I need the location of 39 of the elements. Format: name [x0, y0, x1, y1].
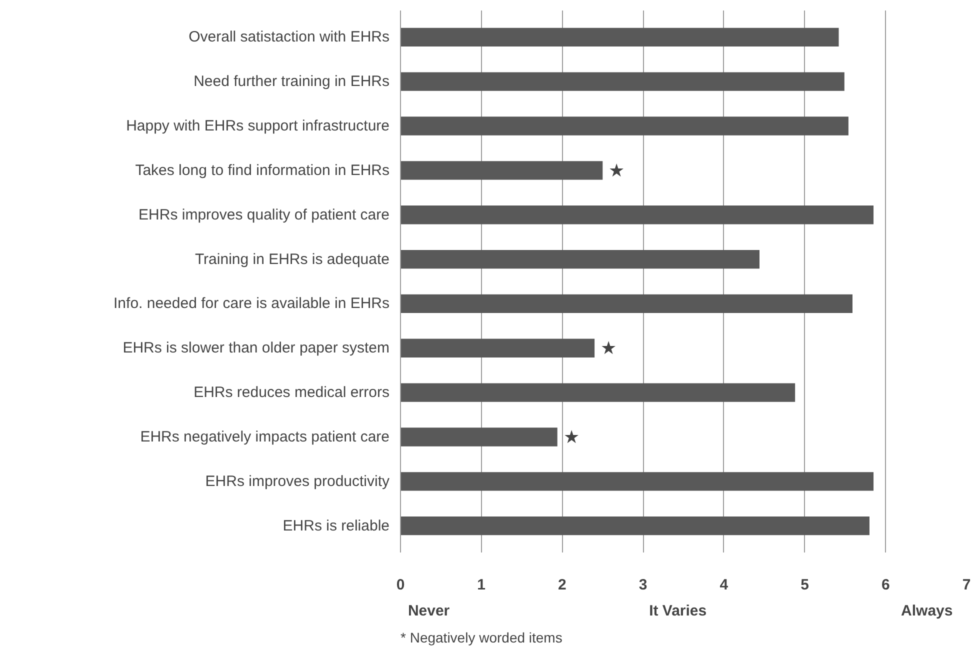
y-tick-label: EHRs improves quality of patient care	[138, 206, 390, 224]
x-tick-label: 7	[962, 576, 971, 594]
y-tick-label: EHRs is slower than older paper system	[122, 340, 390, 357]
bar	[400, 428, 558, 446]
y-tick-label: Need further training in EHRs	[194, 73, 390, 90]
text: Never	[408, 602, 450, 620]
y-tick-label: Happy with EHRs support infrastructure	[126, 118, 390, 135]
bar	[400, 206, 874, 224]
bar	[400, 72, 844, 91]
x-tick-label: 2	[558, 576, 566, 594]
annotation: ★	[563, 426, 580, 447]
bar	[400, 472, 874, 491]
bar	[400, 383, 796, 402]
x-tick-label: 5	[800, 576, 809, 594]
text: * Negatively worded items	[400, 630, 562, 646]
bar	[400, 516, 870, 536]
text: It Varies	[649, 602, 707, 620]
annotation: ★	[600, 338, 617, 358]
y-tick-label: EHRs is reliable	[282, 517, 390, 534]
bar	[400, 294, 852, 314]
bar	[400, 338, 595, 358]
y-tick-label: Overall satistaction with EHRs	[188, 28, 390, 46]
y-tick-label: Training in EHRs is adequate	[194, 250, 390, 268]
y-tick-label: Info. needed for care is available in EHRs	[114, 295, 390, 312]
bar	[400, 161, 603, 180]
bar	[400, 116, 848, 136]
x-tick-label: 3	[638, 576, 648, 594]
bar	[400, 28, 839, 46]
y-tick-label: Takes long to find information in EHRs	[135, 162, 390, 179]
x-tick-label: 0	[396, 576, 405, 594]
bar	[400, 250, 760, 269]
y-tick-label: EHRs negatively impacts patient care	[140, 428, 390, 446]
annotation: ★	[608, 160, 625, 180]
y-tick-label: EHRs improves productivity	[205, 472, 390, 490]
x-tick-label: 1	[477, 576, 486, 594]
text: Always	[901, 602, 953, 620]
y-tick-label: EHRs reduces medical errors	[194, 384, 390, 402]
x-tick-label: 6	[881, 576, 890, 594]
x-tick-label: 4	[720, 576, 729, 594]
